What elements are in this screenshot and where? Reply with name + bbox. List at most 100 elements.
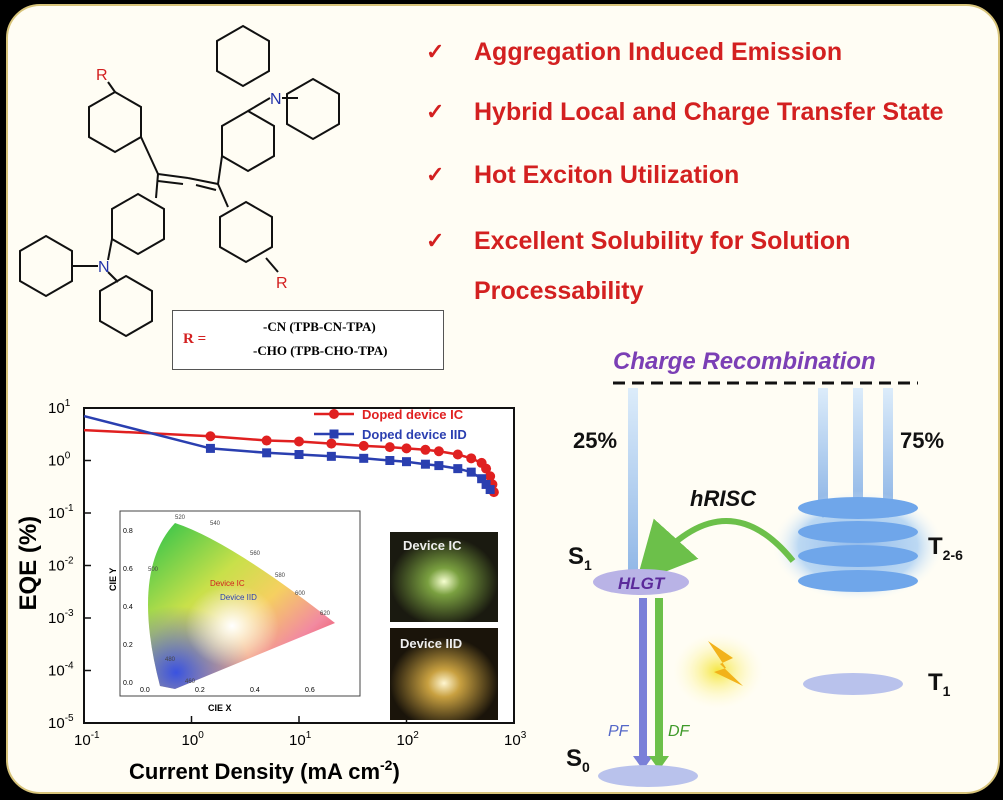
hlgt-label: HLGT — [618, 574, 666, 593]
cie-wavelength-label: 580 — [275, 573, 286, 579]
cie-wavelength-label: 500 — [148, 567, 159, 573]
data-point — [420, 444, 431, 455]
data-point — [358, 440, 369, 451]
cie-x-label: CIE X — [208, 703, 232, 713]
r-group-label: R — [96, 67, 108, 84]
device-ic-photo-label: Device IC — [403, 538, 462, 553]
x-axis-label: Current Density (mA cm-2) — [129, 757, 400, 784]
feature-text: Hot Exciton Utilization — [474, 161, 740, 189]
feature-text: Processability — [474, 277, 644, 305]
y-tick-label: 10-1 — [48, 503, 74, 522]
cie-wavelength-label: 620 — [320, 611, 331, 617]
s0-level — [598, 765, 698, 787]
phenyl-ring — [221, 109, 275, 173]
data-point — [326, 451, 336, 461]
y-tick-label: 10-3 — [48, 608, 74, 627]
x-tick-label: 102 — [397, 730, 420, 749]
triplet-percentage: 75% — [900, 428, 944, 453]
check-icon: ✓ — [426, 228, 445, 253]
data-point — [466, 453, 477, 464]
x-tick-label: 101 — [289, 730, 312, 749]
charge-recombination-title: Charge Recombination — [613, 348, 876, 375]
check-icon: ✓ — [426, 99, 445, 124]
cie-y-label: CIE Y — [108, 568, 118, 591]
data-point — [477, 474, 487, 484]
singlet-arrow — [628, 388, 638, 578]
cie-wavelength-label: 600 — [295, 591, 306, 597]
feature-text: Excellent Solubility for Solution — [474, 227, 851, 255]
data-point — [385, 456, 395, 465]
substituent-cho: -CHO (TPB-CHO-TPA) — [253, 343, 388, 358]
s1-level — [593, 569, 689, 595]
cie-wavelength-label: 540 — [210, 521, 221, 527]
r-group-label: R — [276, 275, 288, 292]
cie-white-region — [148, 523, 335, 689]
cie-y-tick: 0.4 — [123, 604, 133, 611]
cie-device-iid-label: Device IID — [220, 593, 257, 602]
df-arrow — [655, 598, 663, 758]
cie-y-tick: 0.8 — [123, 528, 133, 535]
data-point — [205, 431, 216, 442]
t1-level — [803, 673, 903, 695]
data-point — [384, 442, 395, 453]
y-tick-label: 10-4 — [48, 661, 74, 680]
check-icon: ✓ — [426, 162, 445, 187]
data-point — [294, 436, 304, 447]
data-point — [262, 448, 272, 458]
hrisc-arrow — [635, 518, 796, 584]
cie-x-tick: 0.0 — [140, 687, 150, 694]
nitrogen-label: N — [98, 259, 110, 276]
df-label: DF — [668, 723, 691, 740]
pf-arrow — [639, 598, 647, 758]
cie-wavelength-label: 480 — [165, 657, 176, 663]
data-point — [261, 435, 272, 446]
eqe-chart: 10-1 100 101 102 103 101 100 10-1 10-2 10-3 10-4 10… — [15, 398, 527, 784]
feature-text: Hybrid Local and Charge Transfer State — [474, 98, 944, 126]
s0-label: S0 — [566, 745, 590, 775]
s1-label: S1 — [568, 543, 592, 573]
cie-wavelength-label: 460 — [185, 679, 196, 685]
legend-marker — [329, 409, 339, 419]
x-tick-label: 103 — [504, 730, 527, 749]
data-point — [433, 446, 444, 457]
cie-x-tick: 0.4 — [250, 687, 260, 694]
y-tick-label: 10-2 — [48, 556, 74, 575]
t-level — [798, 497, 918, 519]
y-axis-label: EQE (%) — [15, 516, 42, 611]
phenyl-ring — [88, 90, 142, 154]
data-point — [481, 463, 492, 474]
legend-label: Doped device IC — [362, 407, 464, 422]
data-point — [453, 464, 463, 474]
nitrogen-label: N — [270, 91, 282, 108]
data-point — [205, 443, 215, 453]
cie-wavelength-label: 560 — [250, 551, 261, 557]
data-point — [434, 461, 444, 471]
data-point — [481, 479, 491, 489]
phenyl-ring — [286, 77, 340, 141]
data-point — [452, 449, 463, 460]
phenyl-ring — [99, 274, 153, 338]
phenyl-ring — [219, 200, 273, 264]
hrisc-label: hRISC — [690, 486, 757, 511]
x-tick-label: 100 — [182, 730, 205, 749]
data-point — [420, 459, 430, 469]
t-level — [798, 521, 918, 543]
t26-label: T2-6 — [928, 533, 963, 563]
data-point — [466, 467, 476, 477]
r-equals-label: R = — [183, 331, 207, 347]
data-point — [485, 485, 495, 495]
cie-device-ic-label: Device IC — [210, 579, 245, 588]
t1-label: T1 — [928, 669, 951, 699]
device-iid-photo-label: Device IID — [400, 636, 462, 651]
data-point — [359, 453, 369, 463]
y-tick-label: 101 — [48, 398, 71, 417]
figure-panel: ✓ Aggregation Induced Emission ✓ Hybrid … — [6, 4, 1000, 794]
t-level — [798, 570, 918, 592]
feature-text: Aggregation Induced Emission — [474, 38, 843, 66]
substituent-cn: -CN (TPB-CN-TPA) — [263, 319, 376, 334]
cie-x-tick: 0.2 — [195, 687, 205, 694]
molecular-structure: R N N R — [19, 24, 340, 338]
triplet-arrow — [853, 388, 863, 508]
y-tick-label: 100 — [48, 451, 71, 470]
x-tick-label: 10-1 — [74, 730, 100, 749]
